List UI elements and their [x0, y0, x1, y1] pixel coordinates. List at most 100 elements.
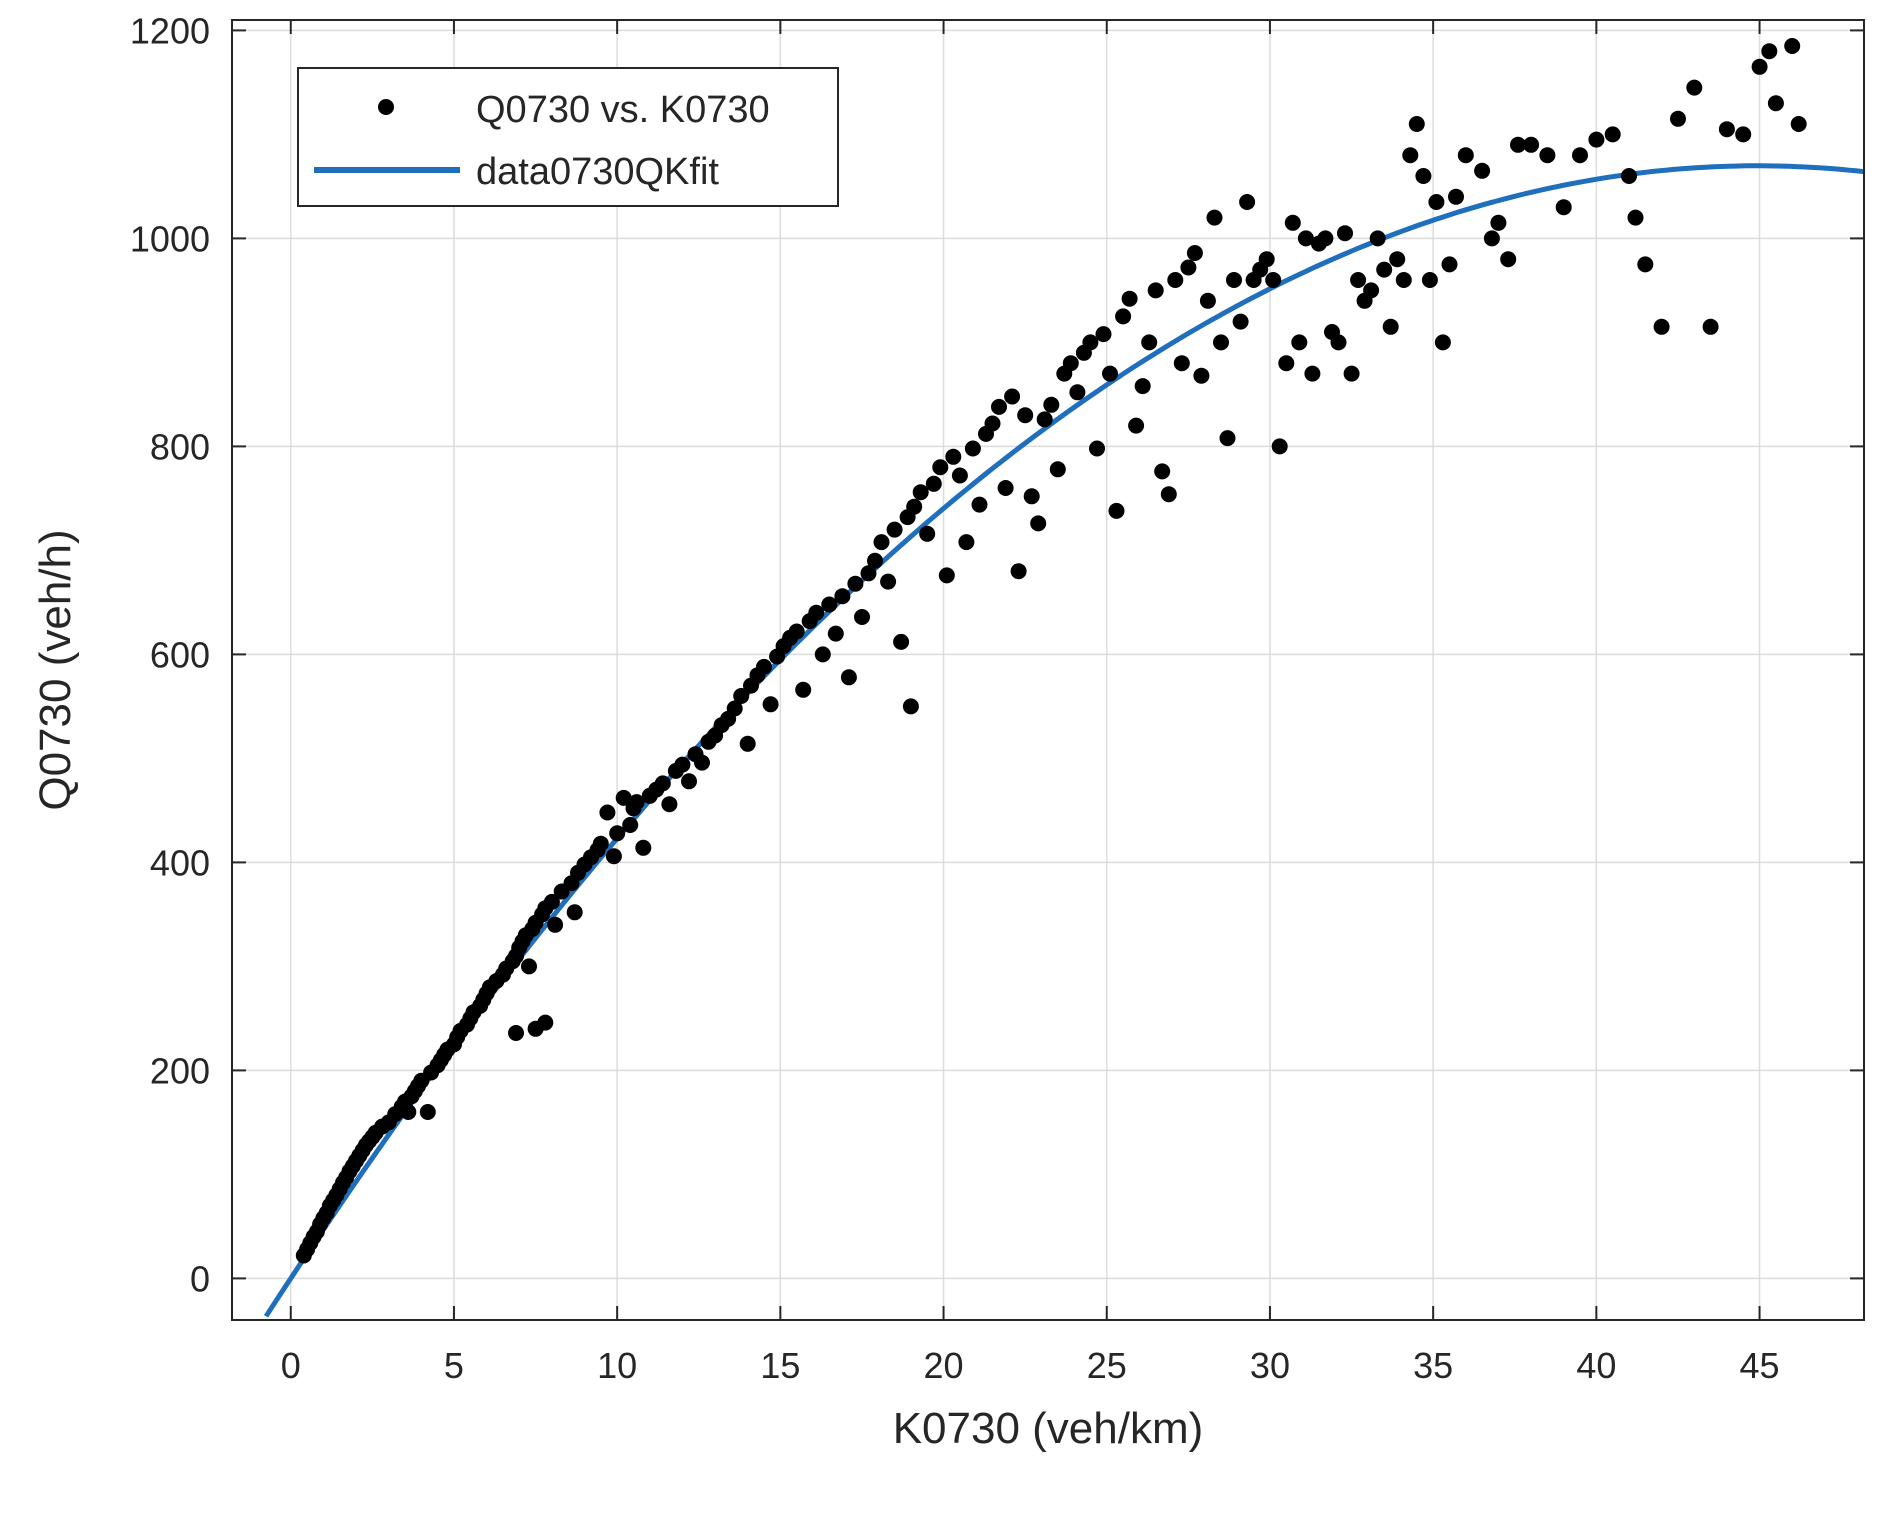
scatter-point: [1128, 417, 1145, 434]
scatter-point: [1510, 136, 1526, 153]
scatter-point: [537, 1014, 554, 1031]
scatter-point: [609, 825, 626, 842]
scatter-point: [945, 448, 962, 465]
scatter-point: [1604, 126, 1621, 143]
x-tick-label: 5: [444, 1345, 464, 1386]
scatter-point: [1448, 188, 1464, 205]
legend-marker-scatter: [378, 99, 394, 115]
scatter-point: [1382, 318, 1399, 335]
scatter-point: [599, 804, 616, 821]
scatter-point: [1500, 251, 1517, 268]
scatter-point: [521, 958, 537, 975]
scatter-point: [854, 609, 870, 625]
fit-curve: [263, 163, 1865, 1318]
y-tick-label: 800: [150, 426, 210, 467]
scatter-point: [566, 904, 583, 921]
scatter-point: [1134, 378, 1151, 395]
plot-frame: [231, 19, 1865, 1321]
legend: Q0730 vs. K0730 data0730QKfit: [297, 67, 839, 207]
scatter-point: [1265, 272, 1282, 288]
x-tick-label: 15: [760, 1345, 800, 1386]
scatter-point: [873, 534, 890, 551]
scatter-point: [1474, 162, 1491, 179]
scatter-point: [1049, 461, 1066, 478]
scatter-point: [1337, 225, 1353, 242]
scatter-point: [1030, 515, 1047, 532]
scatter-point: [1017, 407, 1034, 424]
scatter-point: [1121, 290, 1138, 307]
scatter-point: [400, 1104, 417, 1120]
scatter-point: [1089, 440, 1105, 457]
scatter-point: [1284, 214, 1301, 231]
scatter-point: [1402, 147, 1419, 164]
scatter-point: [1062, 355, 1079, 372]
scatter-point: [1434, 334, 1451, 351]
scatter-point: [1239, 194, 1256, 210]
scatter-point: [419, 1104, 436, 1120]
scatter-point: [1790, 116, 1807, 132]
scatter-point: [1108, 502, 1125, 519]
scatter-point: [860, 565, 877, 582]
scatter-point: [795, 681, 812, 698]
scatter-point: [1297, 230, 1314, 247]
scatter-points: [295, 38, 1807, 1264]
scatter-point: [902, 698, 919, 715]
scatter-point: [1653, 318, 1670, 335]
legend-label-scatter: Q0730 vs. K0730: [476, 89, 770, 131]
scatter-point: [880, 573, 897, 590]
scatter-point: [886, 521, 903, 538]
scatter-point: [1082, 334, 1099, 351]
scatter-point: [1213, 334, 1229, 351]
scatter-point: [1023, 488, 1040, 505]
x-axis-label: K0730 (veh/km): [893, 1404, 1204, 1453]
scatter-point: [971, 496, 988, 513]
scatter-point: [1180, 259, 1197, 276]
scatter-point: [1304, 365, 1321, 382]
scatter-point: [726, 700, 743, 717]
scatter-point: [1555, 199, 1572, 216]
fit-curve-group: [263, 163, 1865, 1318]
scatter-point: [1271, 438, 1288, 455]
scatter-point: [615, 789, 632, 806]
legend-label-fit: data0730QKfit: [476, 151, 719, 193]
scatter-point: [1441, 256, 1458, 273]
scatter-point: [1376, 261, 1393, 278]
plot-area: [232, 20, 1864, 1320]
scatter-point: [1154, 463, 1171, 480]
scatter-point: [1523, 136, 1540, 153]
scatter-point: [1428, 194, 1445, 210]
scatter-point: [1004, 388, 1021, 405]
scatter-point: [739, 735, 756, 752]
scatter-point: [1539, 147, 1556, 164]
scatter-point: [1369, 230, 1386, 247]
y-tick-label: 400: [150, 842, 210, 883]
scatter-point: [1572, 147, 1588, 164]
scatter-point: [628, 794, 645, 811]
y-axis-label: Q0730 (veh/h): [31, 529, 80, 810]
scatter-point: [1718, 121, 1735, 138]
y-tick-label: 200: [150, 1050, 210, 1091]
x-tick-label: 45: [1740, 1345, 1780, 1386]
scatter-point: [893, 633, 910, 650]
scatter-point: [1291, 334, 1308, 351]
scatter-point: [1588, 131, 1605, 148]
scatter-point: [1670, 110, 1686, 127]
x-tick-label: 40: [1576, 1345, 1616, 1386]
scatter-point: [1735, 126, 1752, 143]
scatter-point: [1219, 430, 1236, 447]
grid-lines: [232, 20, 1864, 1320]
axis-ticks: 0 5 10 15 20 25 30 35 40 45 0 200 400 600 800 1000 1200: [130, 10, 1864, 1386]
scatter-point: [1627, 209, 1644, 226]
scatter-point: [1761, 43, 1778, 60]
scatter-point: [951, 467, 968, 484]
scatter-point: [1069, 384, 1086, 401]
scatter-point: [1621, 168, 1637, 184]
scatter-point: [694, 754, 710, 771]
x-tick-label: 20: [924, 1345, 964, 1386]
scatter-point: [1043, 396, 1060, 413]
scatter-point: [1102, 365, 1118, 382]
scatter-point: [547, 916, 564, 933]
x-tick-label: 35: [1413, 1345, 1453, 1386]
scatter-point: [1147, 282, 1164, 299]
